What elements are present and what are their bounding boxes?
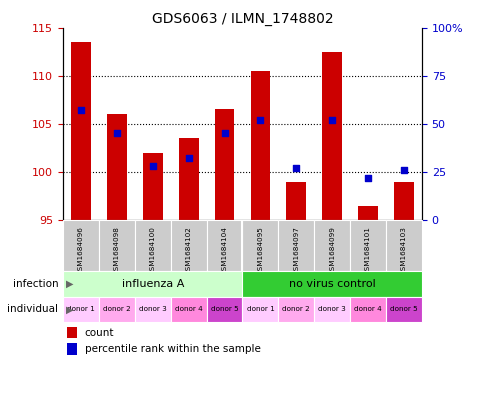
Bar bbox=[242, 271, 421, 297]
Bar bbox=[179, 138, 198, 220]
Point bbox=[149, 163, 156, 169]
Bar bbox=[385, 297, 421, 322]
Point bbox=[292, 165, 300, 171]
Text: GSM1684099: GSM1684099 bbox=[329, 226, 334, 275]
Text: GSM1684102: GSM1684102 bbox=[185, 226, 191, 275]
Bar bbox=[214, 109, 234, 220]
Text: donor 3: donor 3 bbox=[138, 307, 166, 312]
Bar bbox=[63, 271, 242, 297]
Text: donor 4: donor 4 bbox=[174, 307, 202, 312]
Bar bbox=[63, 297, 99, 322]
Bar bbox=[71, 42, 91, 220]
Text: ▶: ▶ bbox=[65, 305, 73, 314]
Text: donor 1: donor 1 bbox=[67, 307, 95, 312]
Point bbox=[113, 130, 121, 136]
Text: individual: individual bbox=[7, 305, 58, 314]
Point bbox=[256, 117, 264, 123]
Text: GSM1684103: GSM1684103 bbox=[400, 226, 406, 275]
Text: GSM1684098: GSM1684098 bbox=[114, 226, 120, 275]
Bar bbox=[242, 297, 278, 322]
Bar bbox=[170, 220, 206, 271]
Bar bbox=[278, 220, 314, 271]
Text: donor 5: donor 5 bbox=[389, 307, 417, 312]
Bar bbox=[63, 220, 99, 271]
Text: percentile rank within the sample: percentile rank within the sample bbox=[84, 344, 260, 354]
Point bbox=[399, 167, 407, 173]
Text: count: count bbox=[84, 327, 114, 338]
Bar bbox=[135, 220, 170, 271]
Point bbox=[220, 130, 228, 136]
Text: donor 2: donor 2 bbox=[282, 307, 310, 312]
Bar bbox=[286, 182, 305, 220]
Text: ▶: ▶ bbox=[65, 279, 73, 289]
Bar bbox=[278, 297, 314, 322]
Bar bbox=[206, 297, 242, 322]
Bar bbox=[314, 297, 349, 322]
Point bbox=[77, 107, 85, 114]
Text: donor 4: donor 4 bbox=[353, 307, 381, 312]
Bar bbox=[393, 182, 413, 220]
Bar bbox=[107, 114, 126, 220]
Text: donor 3: donor 3 bbox=[318, 307, 346, 312]
Title: GDS6063 / ILMN_1748802: GDS6063 / ILMN_1748802 bbox=[151, 13, 333, 26]
Bar bbox=[66, 343, 77, 355]
Bar bbox=[322, 51, 341, 220]
Text: GSM1684104: GSM1684104 bbox=[221, 226, 227, 275]
Text: GSM1684097: GSM1684097 bbox=[293, 226, 299, 275]
Text: GSM1684096: GSM1684096 bbox=[78, 226, 84, 275]
Point bbox=[184, 155, 192, 162]
Bar bbox=[250, 71, 270, 220]
Point bbox=[363, 174, 371, 181]
Text: influenza A: influenza A bbox=[121, 279, 183, 289]
Text: GSM1684100: GSM1684100 bbox=[150, 226, 155, 275]
Text: infection: infection bbox=[13, 279, 58, 289]
Text: GSM1684095: GSM1684095 bbox=[257, 226, 263, 275]
Bar bbox=[143, 152, 162, 220]
Bar bbox=[349, 297, 385, 322]
Text: donor 1: donor 1 bbox=[246, 307, 274, 312]
Text: donor 2: donor 2 bbox=[103, 307, 131, 312]
Bar bbox=[358, 206, 377, 220]
Bar bbox=[349, 220, 385, 271]
Text: GSM1684101: GSM1684101 bbox=[364, 226, 370, 275]
Bar bbox=[99, 297, 135, 322]
Bar bbox=[314, 220, 349, 271]
Point bbox=[328, 117, 335, 123]
Bar bbox=[99, 220, 135, 271]
Bar bbox=[242, 220, 278, 271]
Bar bbox=[135, 297, 170, 322]
Bar bbox=[206, 220, 242, 271]
Text: no virus control: no virus control bbox=[288, 279, 375, 289]
Bar bbox=[170, 297, 206, 322]
Text: donor 5: donor 5 bbox=[210, 307, 238, 312]
Bar bbox=[385, 220, 421, 271]
Bar bbox=[66, 327, 77, 338]
